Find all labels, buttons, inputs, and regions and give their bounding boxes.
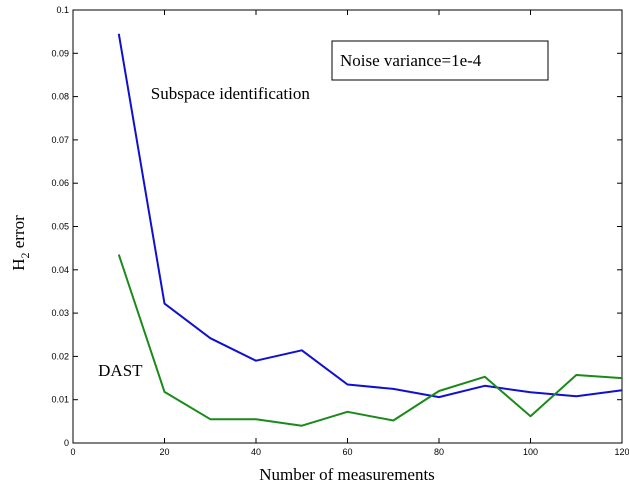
y-tick-label: 0.09 bbox=[51, 48, 69, 58]
y-tick-label: 0.05 bbox=[51, 222, 69, 232]
y-tick-label: 0.06 bbox=[51, 178, 69, 188]
y-tick-label: 0.04 bbox=[51, 265, 69, 275]
x-tick-label: 80 bbox=[434, 447, 444, 457]
y-tick-label: 0.03 bbox=[51, 308, 69, 318]
noise-variance-box: Noise variance=1e-4 bbox=[331, 40, 549, 81]
y-axis-title-rest: error bbox=[9, 215, 28, 253]
x-tick-label: 120 bbox=[614, 447, 629, 457]
annotation-subspace-identification: Subspace identification bbox=[151, 84, 311, 103]
y-tick-label: 0.02 bbox=[51, 351, 69, 361]
series-layer bbox=[117, 33, 623, 427]
noise-variance-label: Noise variance=1e-4 bbox=[340, 51, 482, 70]
annotation-dast: DAST bbox=[98, 361, 143, 380]
y-tick-label: 0.01 bbox=[51, 395, 69, 405]
x-axis-title: Number of measurements bbox=[259, 465, 435, 484]
x-tick-label: 40 bbox=[251, 447, 261, 457]
series-line-0 bbox=[117, 33, 623, 399]
ticks-layer: 0 20 40 60 80 100 120 0 0.01 0.02 0.03 0.04 0.05 0.06… bbox=[51, 5, 629, 457]
y-tick-label: 0 bbox=[64, 438, 69, 448]
y-tick-label: 0.07 bbox=[51, 135, 69, 145]
series-line-1 bbox=[117, 254, 623, 427]
y-tick-label: 0.08 bbox=[51, 92, 69, 102]
y-axis-title-subscript: 2 bbox=[18, 253, 32, 259]
y-tick-label: 0.1 bbox=[56, 5, 69, 15]
y-axis-title-main: H bbox=[9, 259, 28, 271]
x-tick-label: 60 bbox=[342, 447, 352, 457]
x-tick-label: 20 bbox=[159, 447, 169, 457]
x-tick-label: 100 bbox=[523, 447, 538, 457]
noise-variance-box-frame bbox=[331, 40, 549, 81]
y-axis-title: H2 error bbox=[9, 215, 32, 271]
x-tick-label: 0 bbox=[70, 447, 75, 457]
